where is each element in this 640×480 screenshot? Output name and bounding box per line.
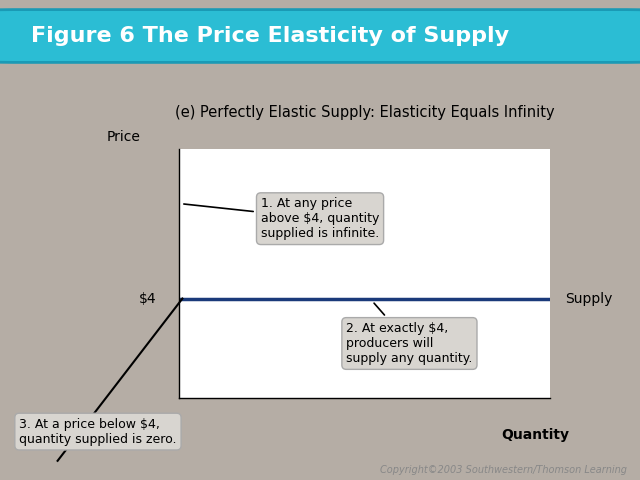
- Text: 3. At a price below $4,
quantity supplied is zero.: 3. At a price below $4, quantity supplie…: [19, 418, 177, 445]
- Text: 1. At any price
above $4, quantity
supplied is infinite.: 1. At any price above $4, quantity suppl…: [184, 197, 380, 240]
- FancyBboxPatch shape: [0, 10, 640, 62]
- Text: (e) Perfectly Elastic Supply: Elasticity Equals Infinity: (e) Perfectly Elastic Supply: Elasticity…: [175, 105, 555, 120]
- Text: $4: $4: [140, 291, 157, 306]
- Text: Price: Price: [107, 130, 140, 144]
- Text: Copyright©2003 Southwestern/Thomson Learning: Copyright©2003 Southwestern/Thomson Lear…: [380, 465, 627, 475]
- Text: Figure 6 The Price Elasticity of Supply: Figure 6 The Price Elasticity of Supply: [31, 26, 509, 46]
- Text: Quantity: Quantity: [501, 428, 569, 443]
- Text: 2. At exactly $4,
producers will
supply any quantity.: 2. At exactly $4, producers will supply …: [346, 303, 472, 365]
- Text: Supply: Supply: [565, 291, 612, 306]
- Text: 0: 0: [156, 413, 164, 427]
